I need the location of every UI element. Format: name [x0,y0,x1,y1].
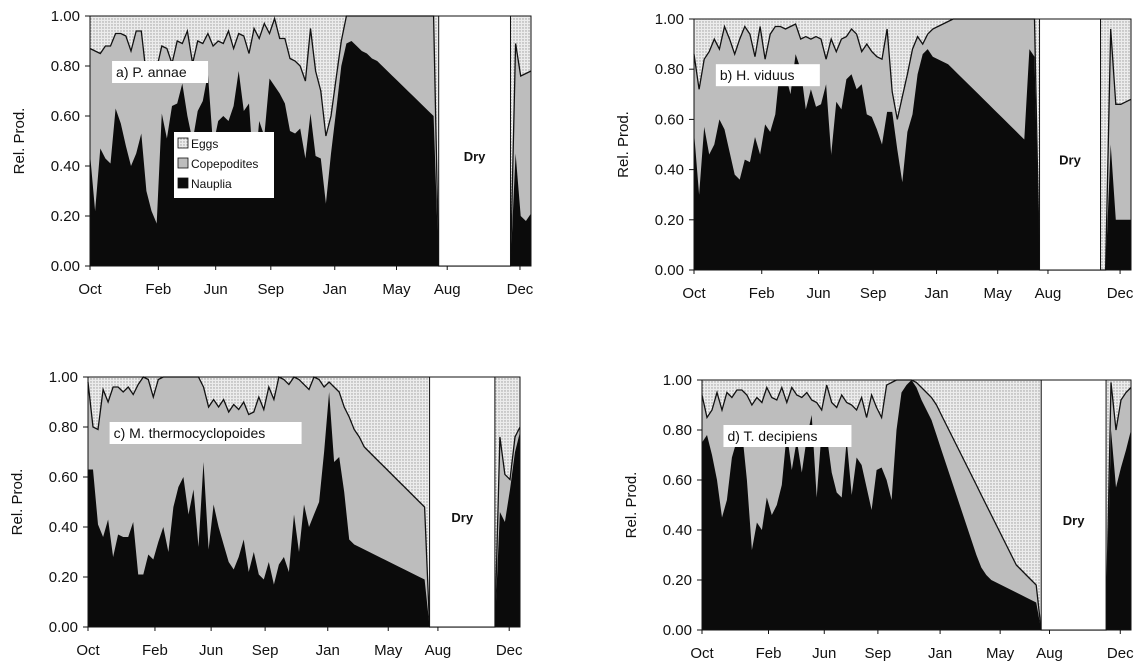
x-tick-label: Oct [682,285,706,302]
plot-frame [87,376,521,628]
legend-label: Nauplia [191,177,232,191]
dry-label: Dry [464,149,486,164]
x-tick-label: Aug [425,642,452,659]
legend-label: Copepodites [191,157,258,171]
y-tick-label: 0.20 [655,212,684,229]
x-tick-label: Jan [323,281,347,298]
x-tick-label: Oct [76,642,100,659]
y-axis-label: Rel. Prod. [11,108,28,175]
dry-period [438,15,511,267]
dry-period [1039,18,1102,271]
dry-period [1040,379,1107,631]
y-tick-label: 0.40 [51,158,80,175]
x-tick-label: Oct [78,281,102,298]
panel-label-box [723,425,852,447]
y-tick-label: 0.40 [49,519,78,536]
legend-box [174,132,274,198]
x-tick-label: Dec [496,642,523,659]
chart-panel-1: Dry 0.00 0.20 0.40 0.60 0.80 1.00 Oct Feb Jun Sep J… [11,8,534,298]
x-tick-label: Sep [860,285,887,302]
x-tick-label: Dec [1107,645,1134,662]
dry-label: Dry [1059,153,1081,168]
x-tick-label: Jun [199,642,223,659]
x-tick-label: Dec [507,281,534,298]
plot-frame [693,18,1132,271]
x-tick-label: Aug [1035,285,1062,302]
dry-label: Dry [451,510,473,525]
x-tick-label: Oct [690,645,714,662]
panel-label: d) T. decipiens [727,428,817,444]
y-tick-label: 0.80 [51,58,80,75]
x-tick-label: Sep [865,645,892,662]
chart-panel-3: Dry 0.00 0.20 0.40 0.60 0.80 1.00 Oct Feb Jun Sep J… [9,369,523,659]
y-tick-label: 0.00 [49,619,78,636]
x-tick-label: Jan [928,645,952,662]
panel-label: a) P. annae [116,64,187,80]
y-tick-label: 0.00 [663,622,692,639]
y-tick-label: 0.20 [51,208,80,225]
x-tick-label: Aug [1036,645,1063,662]
dry-label: Dry [1063,513,1085,528]
x-tick-label: Feb [142,642,168,659]
x-tick-label: Jan [924,285,948,302]
x-tick-label: May [986,645,1015,662]
plot-frame [701,379,1132,631]
x-tick-label: Jun [806,285,830,302]
x-tick-label: May [382,281,411,298]
y-tick-label: 0.80 [655,61,684,78]
x-tick-label: Jun [204,281,228,298]
y-tick-label: 0.20 [663,572,692,589]
x-tick-label: May [374,642,403,659]
panel-label-box [109,422,302,444]
panel-label-box [715,64,820,87]
y-tick-label: 0.60 [655,111,684,128]
legend-swatch [177,157,189,169]
x-tick-label: Feb [145,281,171,298]
panel-label: c) M. thermocyclopoides [114,425,266,441]
plot-frame [89,15,532,267]
x-tick-label: May [984,285,1013,302]
chart-panel-2: Dry 0.00 0.20 0.40 0.60 0.80 1.00 Oct Feb Jun Sep J… [615,11,1134,302]
y-tick-label: 0.60 [51,108,80,125]
y-tick-label: 0.80 [49,419,78,436]
x-tick-label: Sep [252,642,279,659]
y-tick-label: 0.40 [655,162,684,179]
y-tick-label: 1.00 [49,369,78,386]
x-tick-label: Aug [434,281,461,298]
nauplia-area [90,41,531,266]
x-tick-label: Jun [812,645,836,662]
x-tick-label: Dec [1107,285,1134,302]
y-tick-label: 0.60 [663,472,692,489]
panel-label-box [112,61,209,83]
legend-swatch [177,177,189,189]
legend: Eggs Copepodites Nauplia [174,132,274,198]
x-tick-label: Feb [749,285,775,302]
y-tick-label: 0.40 [663,522,692,539]
y-tick-label: 0.00 [655,262,684,279]
x-tick-label: Jan [316,642,340,659]
legend-swatch [177,137,189,149]
y-tick-label: 0.20 [49,569,78,586]
y-tick-label: 0.80 [663,422,692,439]
x-tick-label: Feb [756,645,782,662]
y-axis-label: Rel. Prod. [623,472,640,539]
legend-label: Eggs [191,137,218,151]
nauplia-area [88,392,520,627]
y-tick-label: 1.00 [51,8,80,25]
y-tick-label: 0.60 [49,469,78,486]
y-tick-label: 1.00 [655,11,684,28]
x-tick-label: Sep [257,281,284,298]
y-axis-label: Rel. Prod. [9,469,26,536]
y-axis-label: Rel. Prod. [615,111,632,178]
dry-period [429,376,496,628]
panel-label: b) H. viduus [720,67,795,83]
chart-panel-4: Dry 0.00 0.20 0.40 0.60 0.80 1.00 Oct Feb Jun Sep J… [623,372,1134,662]
y-tick-label: 0.00 [51,258,80,275]
y-tick-label: 1.00 [663,372,692,389]
nauplia-area [694,49,1131,270]
